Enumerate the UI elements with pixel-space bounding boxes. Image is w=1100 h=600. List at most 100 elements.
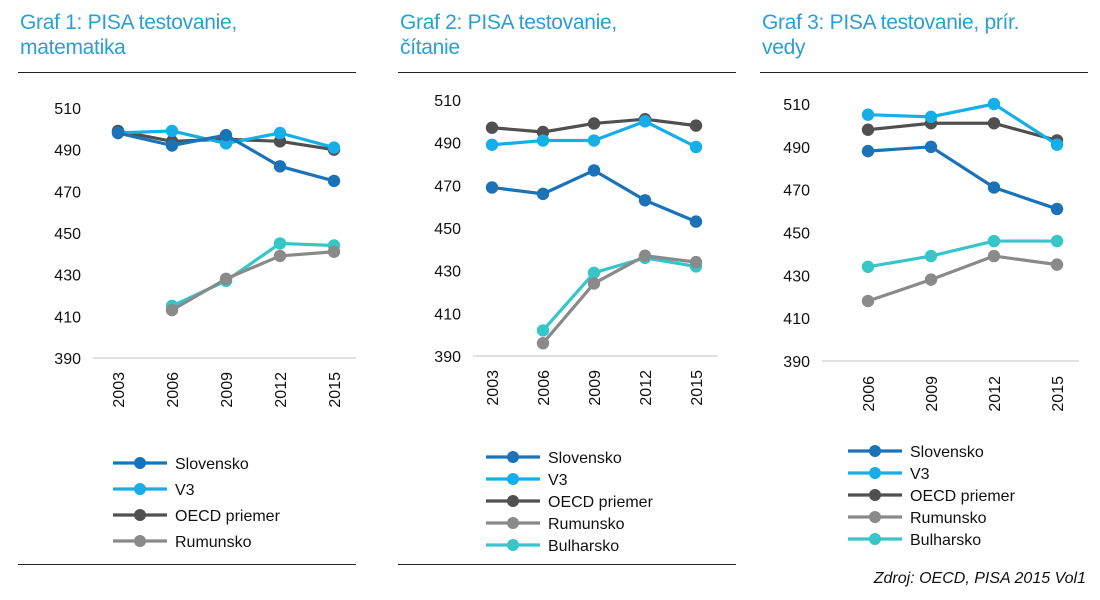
data-point [861, 260, 875, 273]
legend-swatch-marker [507, 451, 519, 463]
data-point [1050, 202, 1064, 216]
panel-bottom-rule [398, 564, 736, 565]
legend-label: Slovensko [175, 456, 249, 473]
legend-label: Slovensko [548, 450, 622, 467]
data-point [165, 124, 179, 138]
x-tick-label: 2012 [638, 370, 655, 406]
y-tick-label: 490 [54, 143, 81, 160]
data-point [987, 97, 1001, 111]
data-point [861, 108, 875, 121]
series-line [541, 254, 697, 345]
y-tick-label: 490 [434, 136, 461, 153]
x-tick-label: 2006 [861, 376, 878, 412]
data-point [327, 245, 341, 258]
legend-swatch-marker [869, 445, 881, 457]
legend-swatch-marker [869, 533, 881, 545]
series-line [541, 256, 697, 332]
series-line [867, 121, 1058, 142]
data-point [924, 110, 938, 124]
data-point [536, 324, 550, 337]
y-tick-label: 390 [434, 349, 461, 366]
chart-title-line: matematika [20, 36, 126, 59]
data-point [273, 237, 287, 250]
data-point [638, 249, 652, 262]
data-point [924, 249, 938, 263]
legend-label: Rumunsko [548, 516, 625, 533]
x-tick-label: 2003 [485, 370, 502, 406]
x-tick-label: 2006 [165, 372, 182, 408]
y-tick-label: 510 [54, 101, 81, 118]
title-rule [18, 72, 356, 73]
data-point [861, 144, 875, 158]
data-point [536, 125, 550, 139]
y-tick-label: 470 [434, 178, 461, 195]
legend-label: V3 [910, 466, 930, 483]
data-point [273, 160, 287, 173]
data-point [111, 126, 125, 140]
y-tick-label: 450 [54, 226, 81, 243]
legend-label: OECD priemer [175, 508, 281, 525]
data-point [165, 303, 179, 317]
x-tick-label: 2015 [1050, 376, 1067, 412]
data-point [327, 141, 341, 154]
legend-swatch-marker [134, 535, 146, 547]
data-point [987, 249, 1001, 263]
y-tick-label: 410 [54, 309, 81, 326]
data-point [987, 234, 1001, 248]
y-tick-label: 450 [434, 221, 461, 238]
legend-swatch-marker [869, 467, 881, 479]
data-point [536, 134, 550, 147]
data-point [219, 128, 233, 142]
data-point [987, 117, 1001, 130]
x-tick-label: 2009 [587, 370, 604, 406]
title-rule [398, 72, 736, 73]
y-tick-label: 390 [783, 354, 810, 371]
data-point [987, 181, 1001, 194]
chart-title-line: Graf 3: PISA testovanie, prír. [762, 11, 1020, 34]
chart-title-line: Graf 2: PISA testovanie, [400, 11, 617, 34]
data-point [219, 272, 233, 286]
data-point [1050, 138, 1064, 151]
x-tick-label: 2015 [327, 372, 344, 408]
title-rule [760, 72, 1088, 73]
x-tick-label: 2015 [689, 370, 706, 406]
data-point [689, 140, 703, 154]
legend-label: V3 [548, 472, 568, 489]
y-tick-label: 450 [783, 226, 810, 243]
line-chart: 390 410 430 450 470 490 510 2006 2009 2012 2015 Slo… [783, 97, 1079, 549]
legend-label: Bulharsko [910, 532, 981, 549]
line-chart: 390 410 430 450 470 490 510 2003 2006 2009 2012 201… [434, 93, 718, 555]
data-point [165, 139, 179, 152]
chart-title-line: čítanie [400, 36, 460, 59]
series-line [491, 168, 697, 224]
source-note: Zdroj: OECD, PISA 2015 Vol1 [873, 570, 1086, 587]
legend-label: V3 [175, 482, 195, 499]
x-tick-label: 2009 [219, 372, 236, 408]
chart-title: Graf 2: PISA testovanie, čítanie [400, 10, 730, 60]
data-point [485, 138, 499, 151]
legend-swatch-marker [507, 517, 519, 529]
series-line [867, 239, 1057, 269]
y-tick-label: 410 [783, 311, 810, 328]
y-tick-label: 430 [54, 268, 81, 285]
data-point [1050, 258, 1064, 271]
data-point [587, 277, 601, 290]
data-point [536, 187, 550, 201]
series-line [867, 145, 1058, 211]
data-point [587, 134, 601, 147]
chart-panel-3: Graf 3: PISA testovanie, prír. vedy 390 4… [760, 0, 1100, 570]
data-point [1050, 234, 1064, 248]
data-point [924, 140, 938, 154]
data-point [327, 174, 341, 188]
x-tick-label: 2012 [273, 372, 290, 408]
series-line [867, 102, 1058, 147]
legend-swatch-marker [507, 495, 519, 507]
legend-swatch-marker [869, 489, 881, 501]
legend-label: Slovensko [910, 444, 984, 461]
x-tick-label: 2012 [987, 376, 1004, 412]
y-tick-label: 510 [434, 93, 461, 110]
x-tick-label: 2009 [924, 376, 941, 412]
data-point [273, 126, 287, 140]
data-point [485, 121, 499, 134]
data-point [689, 119, 703, 132]
